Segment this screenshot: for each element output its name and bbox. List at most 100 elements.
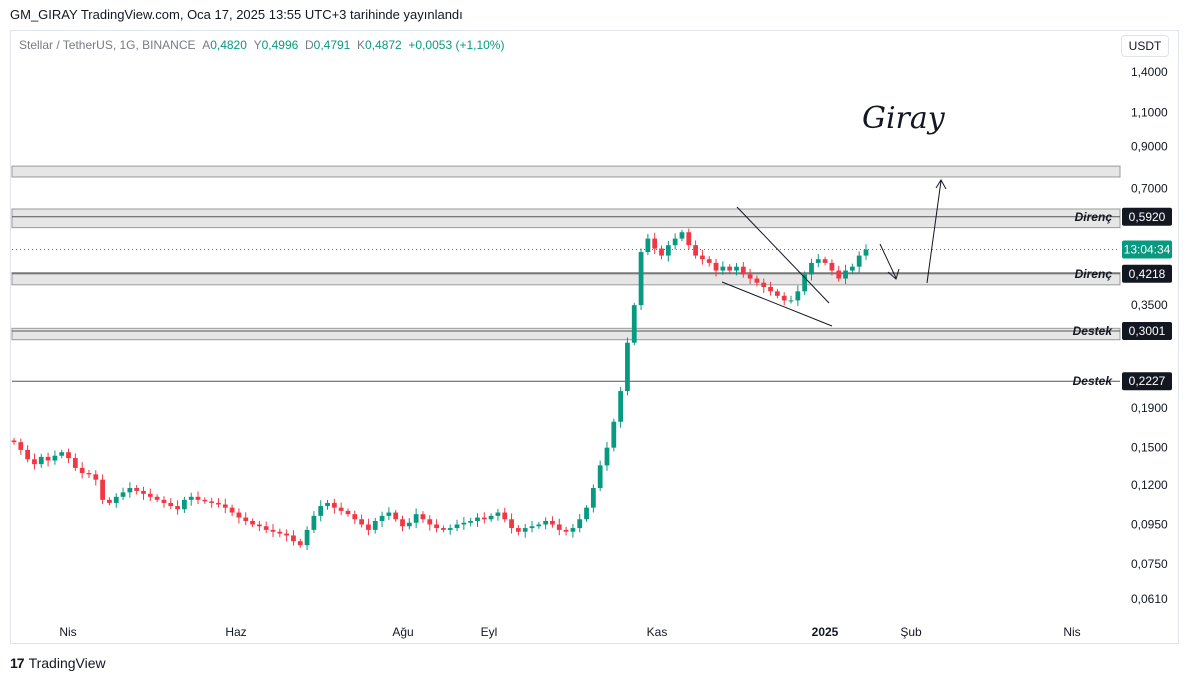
candle-body	[563, 529, 569, 532]
candle-body	[700, 255, 705, 260]
candle-body	[638, 252, 644, 306]
candle-body	[843, 270, 848, 279]
wedge-lower-line	[721, 281, 833, 327]
wedge-upper-line	[736, 206, 830, 304]
candle-body	[849, 266, 855, 271]
candle-body	[25, 449, 31, 460]
candle-body	[222, 504, 228, 508]
candle-body	[154, 496, 160, 500]
candle-body	[488, 515, 494, 520]
candle-body	[645, 238, 651, 253]
candle-body	[590, 488, 596, 508]
candle-body	[38, 456, 44, 465]
chart-frame[interactable]	[10, 30, 1179, 644]
level-label-2: Destek	[1073, 324, 1114, 338]
level-price-text-2: 0,3001	[1129, 324, 1166, 338]
candle-body	[195, 496, 201, 500]
breakout-arrow-line	[926, 180, 942, 284]
x-tick-label: Kas	[647, 625, 668, 639]
y-tick-label: 0,1500	[1131, 441, 1168, 455]
candle-body	[550, 520, 555, 525]
y-tick-label: 0,1200	[1131, 478, 1168, 492]
candle-body	[631, 305, 637, 343]
candle-body	[863, 249, 869, 256]
y-tick-label: 0,0950	[1131, 517, 1168, 531]
candle-body	[740, 266, 746, 275]
candle-body	[809, 262, 814, 275]
candle-body	[52, 455, 58, 461]
level-zone-0	[11, 208, 1121, 229]
candle-body	[147, 493, 153, 497]
candle-body	[495, 512, 501, 516]
candle-body	[263, 526, 269, 530]
candle-body	[93, 474, 99, 480]
candle-body	[345, 510, 351, 515]
high-label: Y	[253, 38, 262, 52]
candle-body	[570, 528, 576, 532]
candle-body	[250, 520, 255, 525]
candle-body	[161, 499, 167, 503]
level-zone-1	[11, 272, 1121, 286]
footer: 17 TradingView	[10, 655, 106, 671]
candle-body	[420, 514, 426, 520]
candle-body	[359, 519, 365, 525]
ohlc-legend: Stellar / TetherUS, 1G, BINANCE A0,4820 …	[19, 38, 504, 52]
x-tick-label: Nis	[59, 625, 76, 639]
candle-body	[856, 255, 862, 267]
footer-brand[interactable]: TradingView	[28, 655, 106, 671]
candle-body	[291, 535, 296, 542]
level-price-text-3: 0,2227	[1129, 374, 1166, 388]
candle-body	[829, 262, 835, 271]
countdown-tag	[1122, 240, 1172, 259]
candle-body	[795, 291, 801, 301]
level-price-text-1: 0,4218	[1129, 267, 1166, 281]
candle-body	[788, 300, 794, 302]
y-tick-label: 0,9000	[1131, 139, 1168, 153]
x-tick-label: 2025	[812, 625, 839, 639]
candle-body	[597, 465, 603, 489]
candle-body	[216, 502, 221, 505]
candle-body	[618, 391, 624, 422]
candle-body	[611, 421, 617, 448]
candle-body	[141, 490, 146, 494]
pullback-arrow-head	[887, 268, 900, 280]
candle-body	[202, 499, 208, 502]
candle-body	[720, 266, 726, 271]
x-tick-label: Nis	[1063, 625, 1080, 639]
level-label-3: Destek	[1073, 374, 1114, 388]
candle-body	[441, 528, 446, 530]
candle-body	[502, 512, 508, 520]
candle-body	[734, 266, 739, 271]
close-value: 0,4872	[365, 38, 402, 52]
candle-body	[304, 529, 310, 546]
candle-body	[529, 526, 535, 529]
author-name[interactable]: GM_GIRAY	[10, 7, 78, 22]
resistance-zone-top	[11, 165, 1121, 178]
currency-button[interactable]: USDT	[1121, 35, 1169, 57]
candle-body	[79, 467, 85, 474]
candle-body	[481, 517, 487, 520]
level-price-text-0: 0,5920	[1129, 210, 1166, 224]
tradingview-logo-icon[interactable]: 17	[10, 655, 25, 671]
candle-body	[209, 501, 215, 503]
symbol-title[interactable]: Stellar / TetherUS, 1G, BINANCE	[19, 38, 196, 52]
site-name[interactable]: TradingView.com	[80, 7, 180, 22]
candle-body	[775, 291, 780, 296]
candle-body	[284, 533, 290, 536]
y-tick-label: 1,1000	[1131, 106, 1168, 120]
y-tick-label: 0,3500	[1131, 298, 1168, 312]
candle-body	[447, 528, 453, 530]
candle-body	[338, 507, 344, 511]
publish-header: GM_GIRAY TradingView.com, Oca 17, 2025 1…	[10, 7, 463, 22]
candle-body	[120, 492, 126, 497]
candle-body	[686, 232, 692, 246]
candle-body	[434, 524, 439, 529]
candle-body	[556, 524, 562, 530]
candle-body	[113, 496, 119, 503]
candle-body	[168, 502, 174, 507]
level-price-tag-0	[1122, 207, 1172, 226]
candle-body	[318, 506, 324, 516]
candle-body	[297, 541, 303, 546]
candle-body	[236, 512, 242, 518]
